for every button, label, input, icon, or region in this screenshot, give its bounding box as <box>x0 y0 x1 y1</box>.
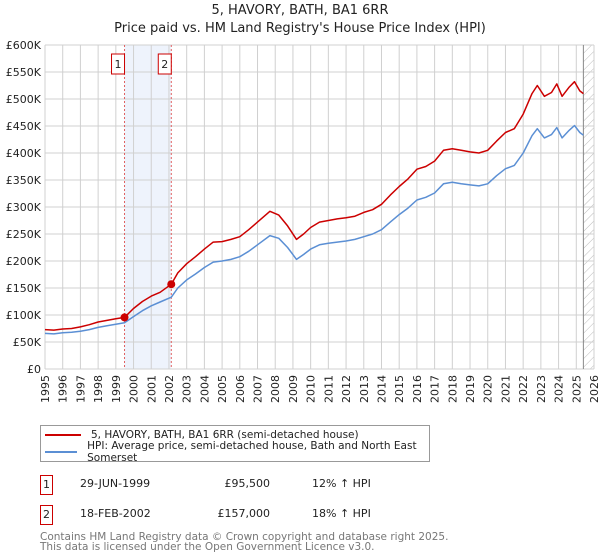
x-tick-label: 1997 <box>74 375 87 403</box>
legend-item-hpi: HPI: Average price, semi-detached house,… <box>45 440 429 464</box>
y-tick-label: £350K <box>6 174 42 187</box>
y-tick-label: £200K <box>6 255 42 268</box>
transaction-date: 18-FEB-2002 <box>80 507 151 520</box>
transaction-badge: 1 <box>40 475 53 495</box>
y-tick-label: £500K <box>6 93 42 106</box>
x-tick-label: 1998 <box>92 375 105 403</box>
x-tick-label: 2002 <box>163 375 176 403</box>
x-tick-label: 2023 <box>535 375 548 403</box>
x-tick-label: 2008 <box>269 375 282 403</box>
x-tick-label: 2007 <box>252 375 265 403</box>
y-tick-label: £600K <box>6 39 42 52</box>
legend-item-property: 5, HAVORY, BATH, BA1 6RR (semi-detached … <box>45 427 359 443</box>
hpi-line <box>44 124 584 335</box>
chart-subtitle: Price paid vs. HM Land Registry's House … <box>114 21 486 36</box>
y-tick-label: £550K <box>6 66 42 79</box>
x-tick-label: 2012 <box>340 375 353 403</box>
y-tick-label: £250K <box>6 228 42 241</box>
x-tick-label: 2018 <box>446 375 459 403</box>
y-tick-label: £50K <box>13 336 42 349</box>
x-tick-label: 2017 <box>429 375 442 403</box>
transaction-badge-box <box>157 53 172 75</box>
property-price-line <box>44 80 584 331</box>
legend-label-property: 5, HAVORY, BATH, BA1 6RR (semi-detached … <box>91 429 359 441</box>
footer-licence: This data is licensed under the Open Gov… <box>40 541 375 553</box>
x-tick-label: 2011 <box>322 375 335 403</box>
x-tick-label: 2024 <box>553 375 566 403</box>
x-tick-label: 1996 <box>57 375 70 403</box>
transaction-hpi-diff: 12% ↑ HPI <box>312 477 371 490</box>
transaction-date: 29-JUN-1999 <box>80 477 151 490</box>
transaction-price: £157,000 <box>217 507 271 520</box>
footer-copyright: Contains HM Land Registry data © Crown c… <box>40 531 449 543</box>
legend-line-red <box>45 434 81 436</box>
y-tick-label: £150K <box>6 282 42 295</box>
y-tick-label: £450K <box>6 120 42 133</box>
x-tick-label: 2009 <box>287 375 300 403</box>
transaction-point <box>167 280 176 289</box>
transaction-badge-label: 2 <box>161 58 168 71</box>
chart-title: 5, HAVORY, BATH, BA1 6RR <box>211 3 389 18</box>
transaction-price: £95,500 <box>224 477 271 490</box>
x-tick-label: 2000 <box>128 375 141 403</box>
x-tick-label: 2022 <box>517 375 530 403</box>
price-chart: 1995 1996 1997 1998 1999 2000 2001 2002 2003 2004… <box>6 39 600 403</box>
y-tick-label: £100K <box>6 309 42 322</box>
x-tick-label: 2003 <box>181 375 194 403</box>
x-tick-label: 1999 <box>110 375 123 403</box>
transaction-badge-label: 1 <box>115 58 122 71</box>
x-tick-label: 2004 <box>198 375 211 403</box>
footer: Contains HM Land Registry data © Crown c… <box>40 531 449 553</box>
transaction-badge-box <box>111 53 126 75</box>
x-tick-label: 2021 <box>499 375 512 403</box>
x-tick-label: 2005 <box>216 375 229 403</box>
x-tick-label: 2013 <box>358 375 371 403</box>
legend-line-blue <box>45 451 78 453</box>
x-tick-label: 2026 <box>588 375 600 403</box>
y-tick-label: £400K <box>6 147 42 160</box>
x-tick-label: 2010 <box>305 375 318 403</box>
x-tick-label: 2001 <box>145 375 158 403</box>
transaction-point <box>120 313 129 322</box>
x-tick-label: 2016 <box>411 375 424 403</box>
x-tick-label: 2025 <box>570 375 583 403</box>
x-tick-label: 2014 <box>375 375 388 403</box>
x-tick-label: 2006 <box>234 375 247 403</box>
legend-label-hpi: HPI: Average price, semi-detached house,… <box>87 440 417 464</box>
chart-legend: 5, HAVORY, BATH, BA1 6RR (semi-detached … <box>40 425 430 464</box>
x-tick-label: 2019 <box>464 375 477 403</box>
x-tick-label: 1995 <box>39 375 52 403</box>
x-tick-label: 2015 <box>393 375 406 403</box>
y-tick-label: £0 <box>27 363 41 376</box>
transaction-hpi-diff: 18% ↑ HPI <box>312 507 371 520</box>
x-tick-label: 2020 <box>482 375 495 403</box>
y-tick-label: £300K <box>6 201 42 214</box>
transaction-badge: 2 <box>40 505 53 525</box>
